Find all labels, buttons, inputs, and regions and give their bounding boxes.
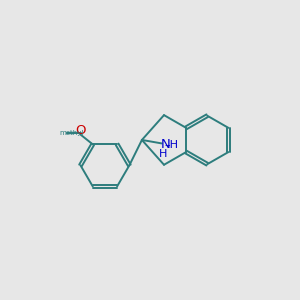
Text: H: H xyxy=(159,149,167,159)
Text: methyl: methyl xyxy=(60,130,84,136)
Text: O: O xyxy=(75,124,86,137)
Text: –H: –H xyxy=(165,140,179,150)
Text: N: N xyxy=(160,138,170,151)
